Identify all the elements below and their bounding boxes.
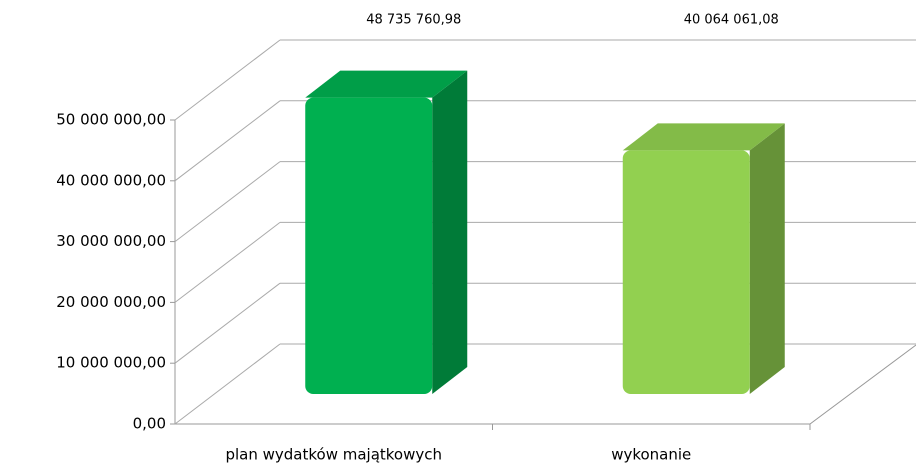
value-label: 40 064 061,08 [684,13,779,28]
grid-line [174,39,281,121]
bar-front [622,150,750,394]
y-tick-label: 20 000 000,00 [56,293,166,311]
bar [305,70,468,394]
bar-side [749,123,785,394]
grid-line [174,161,281,242]
floor [175,344,916,425]
x-tick-label: plan wydatków majątkowych [225,446,442,464]
x-tick-label: wykonanie [611,446,691,464]
bar-top [622,123,785,151]
y-tick-label: 30 000 000,00 [56,232,166,250]
grid-line [174,343,281,425]
value-label: 48 735 760,98 [366,13,461,28]
y-tick-label: 0,00 [133,415,166,433]
grid-line [174,222,281,303]
y-tick-label: 10 000 000,00 [56,354,166,372]
grid-line [174,100,281,182]
bar-top [305,70,468,98]
y-tick-label: 50 000 000,00 [56,111,166,129]
bar [622,123,785,394]
bar-side [432,70,468,394]
y-tick-label: 40 000 000,00 [56,171,166,189]
bar-front [305,97,433,394]
grid-line [174,282,281,364]
